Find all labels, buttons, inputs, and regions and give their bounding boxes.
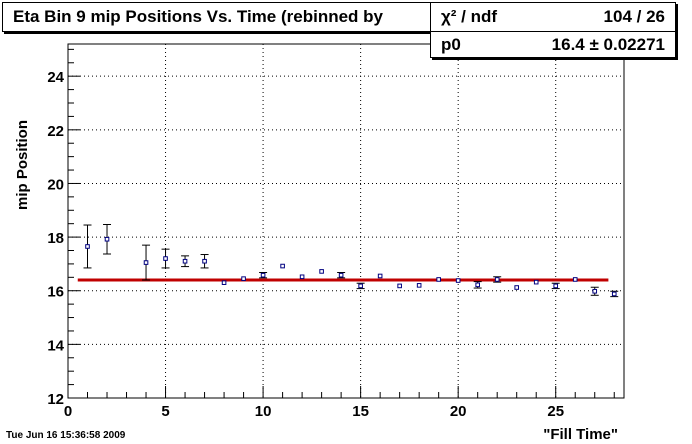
y-axis-label: mip Position (14, 120, 31, 210)
data-point (260, 272, 266, 278)
y-tick-label: 16 (47, 284, 64, 301)
data-point (494, 277, 500, 282)
data-point (182, 258, 188, 264)
data-point (475, 282, 480, 288)
data-point (592, 288, 598, 294)
data-point (455, 278, 461, 283)
x-tick-label: 0 (64, 403, 72, 420)
x-tick-label: 25 (547, 403, 564, 420)
x-axis-label: "Fill Time" (543, 426, 618, 443)
data-point (436, 277, 441, 282)
y-tick-label: 22 (47, 123, 64, 140)
x-tick-label: 10 (255, 403, 272, 420)
data-point (163, 256, 168, 261)
chart-title: Eta Bin 9 mip Positions Vs. Time (rebinn… (13, 7, 383, 26)
data-point (143, 260, 149, 265)
y-tick-label: 12 (47, 391, 64, 408)
data-point (377, 273, 383, 279)
data-point (416, 283, 422, 288)
data-point (221, 280, 227, 285)
x-tick-label: 20 (450, 403, 467, 420)
data-point (572, 277, 578, 282)
plot-frame (67, 43, 625, 399)
x-tick-label: 5 (161, 403, 169, 420)
data-point (104, 236, 110, 242)
timestamp-footer: Tue Jun 16 15:36:58 2009 (6, 430, 126, 441)
data-point (202, 258, 207, 264)
chi2-row: χ² / ndf 104 / 26 (431, 5, 675, 32)
y-tick-label: 18 (47, 230, 64, 247)
chi2-label: χ² / ndf (441, 7, 498, 26)
chart-title-box: Eta Bin 9 mip Positions Vs. Time (rebinn… (2, 2, 474, 32)
data-point (338, 272, 344, 278)
y-tick-label: 24 (47, 69, 64, 86)
y-tick-label: 20 (47, 176, 64, 193)
p0-label: p0 (441, 35, 461, 54)
data-point (358, 283, 363, 289)
data-point (299, 274, 305, 280)
data-point (514, 285, 520, 290)
data-point (85, 244, 90, 249)
p0-value: 16.4 ± 0.02271 (551, 35, 665, 54)
fit-stats-box: χ² / ndf 104 / 26 p0 16.4 ± 0.02271 (430, 2, 676, 58)
p0-row: p0 16.4 ± 0.02271 (441, 33, 665, 59)
data-point (553, 283, 559, 289)
data-point (611, 291, 617, 297)
data-point (319, 269, 324, 274)
data-point (397, 283, 402, 289)
x-tick-label: 15 (352, 403, 369, 420)
data-point (280, 263, 285, 269)
chi2-value: 104 / 26 (603, 7, 665, 26)
y-tick-label: 14 (47, 337, 64, 354)
data-point (533, 279, 539, 285)
data-point (241, 276, 246, 281)
